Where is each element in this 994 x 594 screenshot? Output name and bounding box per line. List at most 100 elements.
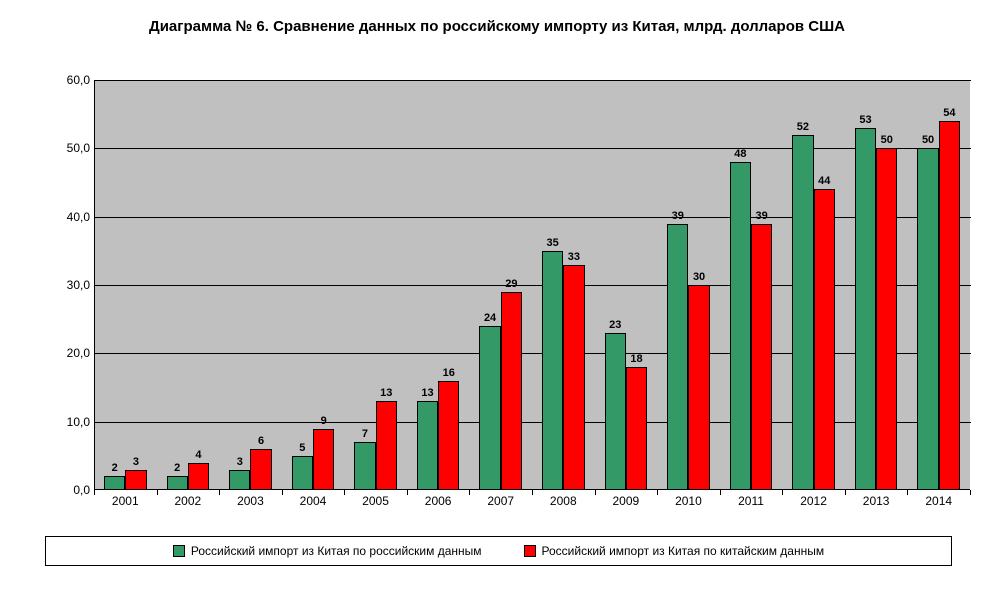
bar-value-label: 53 [859,114,871,126]
bar [292,456,313,490]
bar [814,189,835,490]
x-tick-label: 2012 [800,494,827,508]
bar-value-label: 52 [797,121,809,133]
x-tick-label: 2001 [112,494,139,508]
x-tick-label: 2011 [738,494,764,508]
bar-value-label: 13 [421,387,433,399]
bar [313,429,334,491]
bar [229,470,250,491]
bar-value-label: 23 [609,319,621,331]
x-tick-mark [407,490,408,495]
bar-value-label: 54 [943,107,955,119]
bar [188,463,209,490]
x-tick-mark [720,490,721,495]
y-tick-label: 50,0 [50,141,90,155]
bar [855,128,876,490]
legend-item-1: Российский импорт из Китая по китайским … [524,544,825,558]
x-tick-label: 2010 [675,494,702,508]
x-tick-label: 2003 [237,494,264,508]
x-tick-mark [595,490,596,495]
bar-value-label: 50 [922,134,934,146]
bar-value-label: 5 [299,442,305,454]
bar-value-label: 30 [693,271,705,283]
x-tick-label: 2014 [925,494,952,508]
legend-label-0: Российский импорт из Китая по российским… [191,544,482,558]
bar [104,476,125,490]
x-tick-mark [657,490,658,495]
bar [751,224,772,491]
y-tick-label: 0,0 [50,483,90,497]
y-tick-label: 20,0 [50,346,90,360]
bar [939,121,960,490]
y-tick-label: 60,0 [50,73,90,87]
bar [354,442,375,490]
x-tick-label: 2005 [362,494,389,508]
x-tick-mark [219,490,220,495]
bar-value-label: 29 [505,278,517,290]
chart-title: Диаграмма № 6. Сравнение данных по росси… [0,18,994,35]
plot-area: 2324365971313162429353323183930483952445… [94,80,970,510]
legend-swatch-0 [173,545,185,557]
x-tick-mark [157,490,158,495]
bar-value-label: 6 [258,435,264,447]
x-tick-label: 2002 [174,494,201,508]
x-tick-label: 2007 [487,494,514,508]
bar [688,285,709,490]
bar-value-label: 2 [112,462,118,474]
bar-value-label: 4 [195,449,201,461]
bar [250,449,271,490]
bar-value-label: 13 [380,387,392,399]
bar [730,162,751,490]
bar-value-label: 18 [630,353,642,365]
legend-label-1: Российский импорт из Китая по китайским … [542,544,825,558]
legend-swatch-1 [524,545,536,557]
bar [376,401,397,490]
x-tick-label: 2013 [863,494,890,508]
bar [667,224,688,491]
bar-value-label: 7 [362,428,368,440]
bar-value-label: 39 [756,210,768,222]
bars-layer: 2324365971313162429353323183930483952445… [94,80,970,490]
bar [417,401,438,490]
bar-value-label: 3 [133,456,139,468]
bar-value-label: 9 [321,415,327,427]
x-tick-mark [782,490,783,495]
bar [479,326,500,490]
bar-value-label: 48 [734,148,746,160]
bar [876,148,897,490]
bar-value-label: 33 [568,251,580,263]
bar [125,470,146,491]
bar [542,251,563,490]
bar [563,265,584,491]
bar-value-label: 44 [818,175,830,187]
chart-area: 2324365971313162429353323183930483952445… [40,60,970,538]
x-tick-label: 2006 [425,494,452,508]
bar [167,476,188,490]
bar-value-label: 2 [174,462,180,474]
x-tick-label: 2009 [612,494,639,508]
x-tick-mark [845,490,846,495]
bar-value-label: 3 [237,456,243,468]
bar-value-label: 24 [484,312,496,324]
x-tick-mark [344,490,345,495]
legend-item-0: Российский импорт из Китая по российским… [173,544,482,558]
bar-value-label: 35 [547,237,559,249]
x-tick-label: 2008 [550,494,577,508]
bar-value-label: 16 [443,367,455,379]
x-tick-label: 2004 [300,494,327,508]
y-tick-label: 30,0 [50,278,90,292]
x-tick-mark [469,490,470,495]
bar-value-label: 39 [672,210,684,222]
y-tick-label: 40,0 [50,210,90,224]
bar-value-label: 50 [881,134,893,146]
x-tick-mark [282,490,283,495]
bar [917,148,938,490]
bar [605,333,626,490]
legend: Российский импорт из Китая по российским… [45,536,952,566]
x-tick-mark [970,490,971,495]
y-tick-label: 10,0 [50,415,90,429]
x-tick-mark [532,490,533,495]
x-tick-mark [94,490,95,495]
bar [626,367,647,490]
bar [438,381,459,490]
